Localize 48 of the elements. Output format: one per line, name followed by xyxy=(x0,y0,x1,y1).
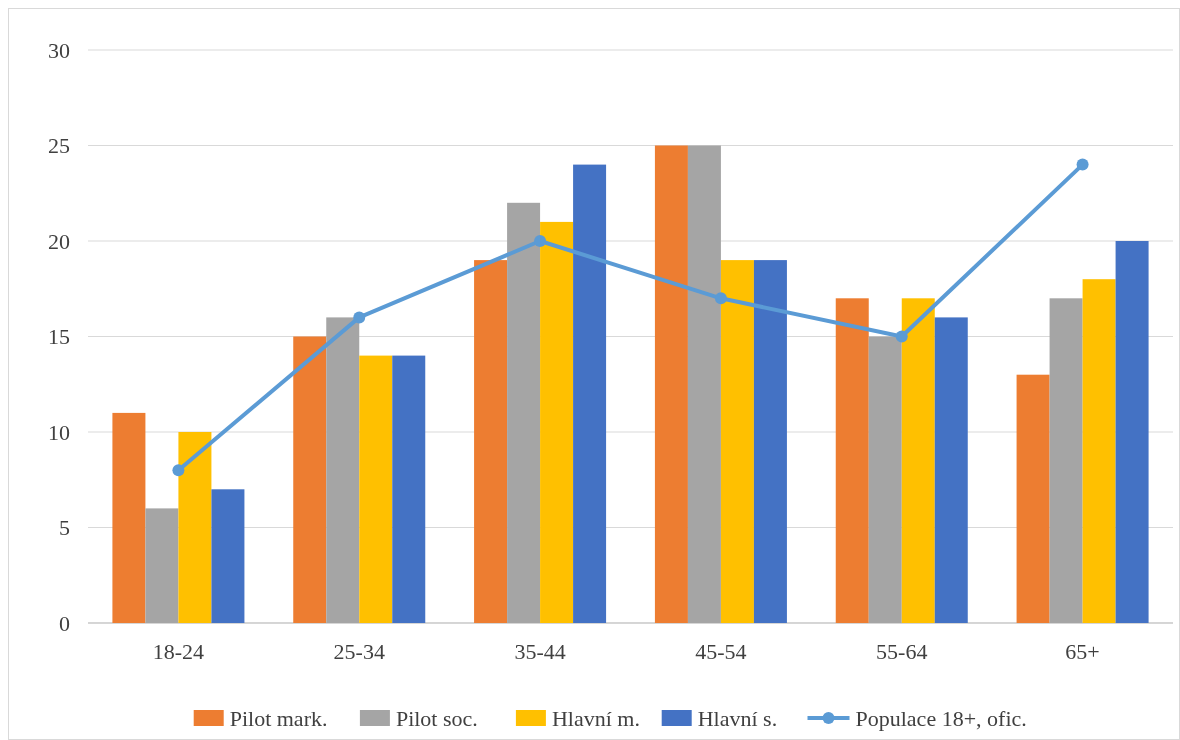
y-tick-label: 25 xyxy=(48,133,70,159)
x-tick-label: 65+ xyxy=(1065,639,1100,664)
bar xyxy=(573,164,607,623)
x-tick-label: 25-34 xyxy=(333,639,385,664)
bar xyxy=(507,202,541,623)
y-tick-label: 15 xyxy=(48,324,70,350)
bar xyxy=(1016,374,1050,623)
bar xyxy=(687,145,721,623)
legend-label: Pilot mark. xyxy=(229,705,328,731)
y-tick-label: 10 xyxy=(48,419,70,445)
bar xyxy=(540,221,574,623)
bar xyxy=(868,336,902,623)
y-tick-label: 20 xyxy=(48,228,70,254)
point xyxy=(1076,158,1089,171)
bar xyxy=(654,145,688,623)
bar xyxy=(934,317,968,623)
legend-label: Populace 18+, ofic. xyxy=(855,705,1027,731)
bar xyxy=(1082,279,1116,623)
bar xyxy=(145,508,179,623)
y-tick-label: 0 xyxy=(59,610,70,636)
bar xyxy=(1049,298,1083,623)
point xyxy=(353,311,366,324)
point xyxy=(172,464,185,477)
bar xyxy=(753,260,787,623)
legend-label: Hlavní m. xyxy=(551,705,640,731)
y-tick-label: 5 xyxy=(59,515,70,541)
bar xyxy=(474,260,508,623)
point xyxy=(895,330,908,343)
bar xyxy=(178,432,212,623)
x-tick-label: 35-44 xyxy=(514,639,566,664)
bar xyxy=(392,355,426,623)
x-tick-label: 18-24 xyxy=(152,639,205,664)
bar xyxy=(901,298,935,623)
x-tick-label: 55-64 xyxy=(876,639,928,664)
bar xyxy=(1115,241,1149,623)
bar xyxy=(359,355,393,623)
x-tick-label: 45-54 xyxy=(695,639,747,664)
point xyxy=(714,292,727,305)
legend-label: Hlavní s. xyxy=(697,705,778,731)
bar xyxy=(835,298,869,623)
legend-label: Pilot soc. xyxy=(395,705,478,731)
bar xyxy=(326,317,360,623)
y-tick-label: 30 xyxy=(48,37,70,63)
bar xyxy=(112,412,146,623)
point xyxy=(534,235,547,247)
bar xyxy=(293,336,327,623)
bar xyxy=(720,260,754,623)
bar xyxy=(211,489,245,623)
